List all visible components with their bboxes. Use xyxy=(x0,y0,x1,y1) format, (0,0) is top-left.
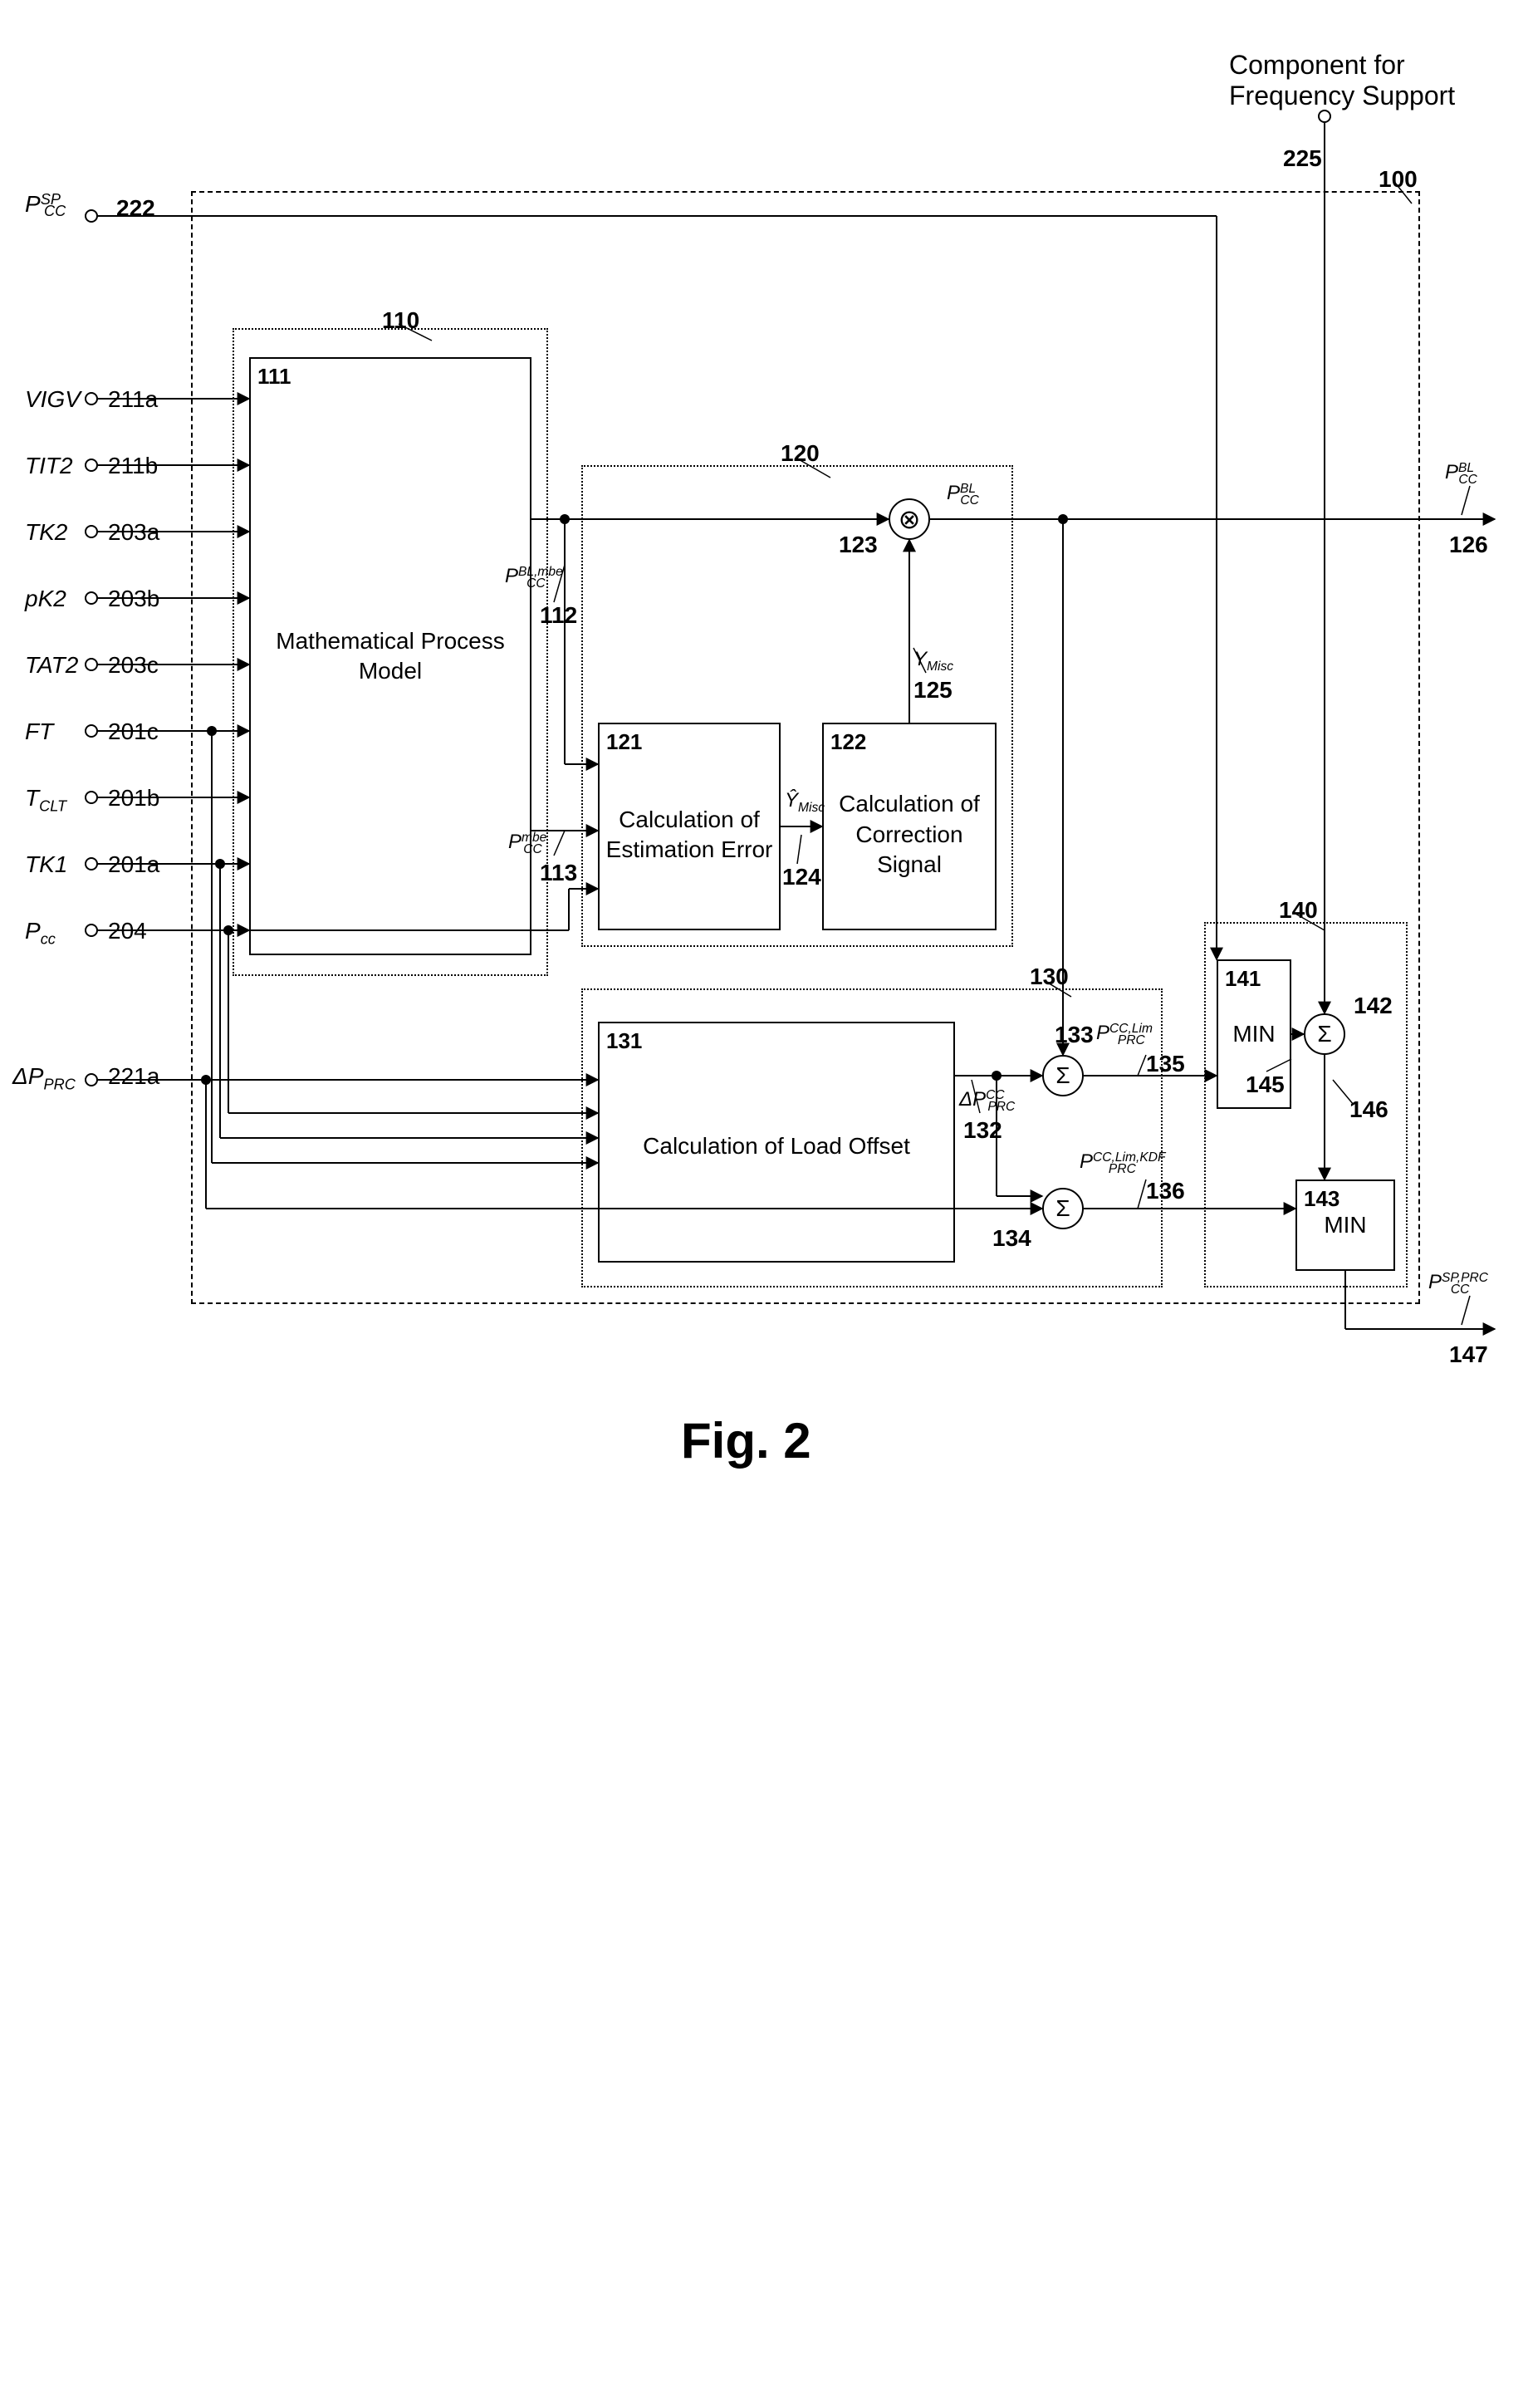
text-131: Calculation of Load Offset xyxy=(643,1131,910,1161)
ref-225: 225 xyxy=(1283,145,1322,172)
terminal xyxy=(85,591,98,605)
ref-111: 111 xyxy=(257,364,291,390)
figure-caption: Fig. 2 xyxy=(681,1412,811,1469)
terminal xyxy=(85,1073,98,1086)
ref-140: 140 xyxy=(1279,897,1318,924)
ref-201b: 201b xyxy=(108,785,159,812)
ref-141: 141 xyxy=(1225,966,1261,992)
terminal xyxy=(85,924,98,937)
ref-201a: 201a xyxy=(108,851,159,878)
ref-100: 100 xyxy=(1379,166,1418,193)
ref-146: 146 xyxy=(1349,1096,1388,1123)
ref-120: 120 xyxy=(781,440,820,467)
in-tk1: TK1 xyxy=(25,851,67,878)
in-vigv: VIGV xyxy=(25,386,81,413)
ref-147: 147 xyxy=(1449,1341,1488,1368)
min-143: 143 MIN xyxy=(1295,1179,1395,1271)
sig-124-sym: ŶMisc xyxy=(785,789,825,816)
sig-135-sym: PCC,LimPRC xyxy=(1096,1022,1180,1045)
ref-131: 131 xyxy=(606,1028,642,1054)
ref-221a: 221a xyxy=(108,1063,159,1090)
node xyxy=(201,1075,211,1085)
ref-110: 110 xyxy=(382,307,419,334)
sig-126-sym: PBLCC xyxy=(1445,461,1493,484)
node xyxy=(207,726,217,736)
terminal xyxy=(85,459,98,472)
sig-113-sym: PmbeCC xyxy=(508,831,566,854)
node xyxy=(1058,514,1068,524)
terminal xyxy=(85,658,98,671)
text-122: Calculation of Correction Signal xyxy=(824,789,995,880)
in-dpprc: ΔPPRC xyxy=(12,1063,76,1094)
ref-134: 134 xyxy=(992,1225,1031,1252)
sig-125-sym: YMisc xyxy=(913,648,953,674)
ref-125: 125 xyxy=(913,677,953,704)
node xyxy=(223,925,233,935)
text-121: Calculation of Estimation Error xyxy=(600,805,779,866)
text-143: MIN xyxy=(1324,1210,1366,1240)
ref-211a: 211a xyxy=(108,386,158,413)
terminal xyxy=(85,525,98,538)
ref-130: 130 xyxy=(1030,964,1069,990)
diagram-canvas: Component for Frequency Support 100 110 … xyxy=(0,0,1528,2408)
ref-124: 124 xyxy=(782,864,821,890)
terminal xyxy=(85,209,98,223)
box-121: 121 Calculation of Estimation Error xyxy=(598,723,781,930)
in-tk2: TK2 xyxy=(25,519,67,546)
ref-132: 132 xyxy=(963,1117,1002,1144)
sum-134: Σ xyxy=(1042,1188,1084,1229)
ref-203b: 203b xyxy=(108,586,159,612)
sig-pblcc: PBLCC xyxy=(947,482,995,505)
ref-211b: 211b xyxy=(108,453,158,479)
ref-203a: 203a xyxy=(108,519,159,546)
terminal xyxy=(85,791,98,804)
ref-222: 222 xyxy=(116,195,155,222)
node xyxy=(560,514,570,524)
ref-133: 133 xyxy=(1055,1022,1094,1048)
mult-123: ⊗ xyxy=(889,498,930,540)
in-ft: FT xyxy=(25,718,53,745)
ref-113: 113 xyxy=(540,860,577,886)
ref-136: 136 xyxy=(1146,1178,1185,1204)
text-141: MIN xyxy=(1232,1019,1275,1049)
title-label: Component for Frequency Support xyxy=(1229,50,1528,111)
terminal xyxy=(85,724,98,738)
box-111: 111 Mathematical Process Model xyxy=(249,357,531,955)
in-tit2: TIT2 xyxy=(25,453,73,479)
in-pspcc: PSPCC xyxy=(25,191,82,218)
ref-122: 122 xyxy=(830,729,866,755)
box-131: 131 Calculation of Load Offset xyxy=(598,1022,955,1263)
in-pk2: pK2 xyxy=(25,586,66,612)
ref-203c: 203c xyxy=(108,652,159,679)
sig-136-sym: PCC,Lim,KDFPRC xyxy=(1080,1150,1193,1174)
sum-133: Σ xyxy=(1042,1055,1084,1096)
ref-112: 112 xyxy=(540,602,577,629)
ref-123: 123 xyxy=(839,532,878,558)
ref-121: 121 xyxy=(606,729,642,755)
ref-145: 145 xyxy=(1246,1072,1285,1098)
in-tat2: TAT2 xyxy=(25,652,78,679)
sig-132-sym: ΔPCCPRC xyxy=(959,1088,1032,1111)
sum-142: Σ xyxy=(1304,1013,1345,1055)
terminal xyxy=(1318,110,1331,123)
ref-142: 142 xyxy=(1354,993,1393,1019)
box-122: 122 Calculation of Correction Signal xyxy=(822,723,997,930)
terminal xyxy=(85,857,98,871)
ref-135: 135 xyxy=(1146,1051,1185,1077)
in-tclt: TCLT xyxy=(25,785,66,816)
ref-143: 143 xyxy=(1304,1186,1339,1212)
sig-147-sym: PSP,PRCCC xyxy=(1428,1271,1507,1294)
ref-126: 126 xyxy=(1449,532,1488,558)
ref-201c: 201c xyxy=(108,718,159,745)
node xyxy=(215,859,225,869)
sig-112-sym: PBL,mbeCC xyxy=(505,565,581,588)
in-pcc: Pcc xyxy=(25,918,56,949)
node xyxy=(992,1071,1002,1081)
ref-204: 204 xyxy=(108,918,147,944)
terminal xyxy=(85,392,98,405)
text-111: Mathematical Process Model xyxy=(251,626,530,687)
